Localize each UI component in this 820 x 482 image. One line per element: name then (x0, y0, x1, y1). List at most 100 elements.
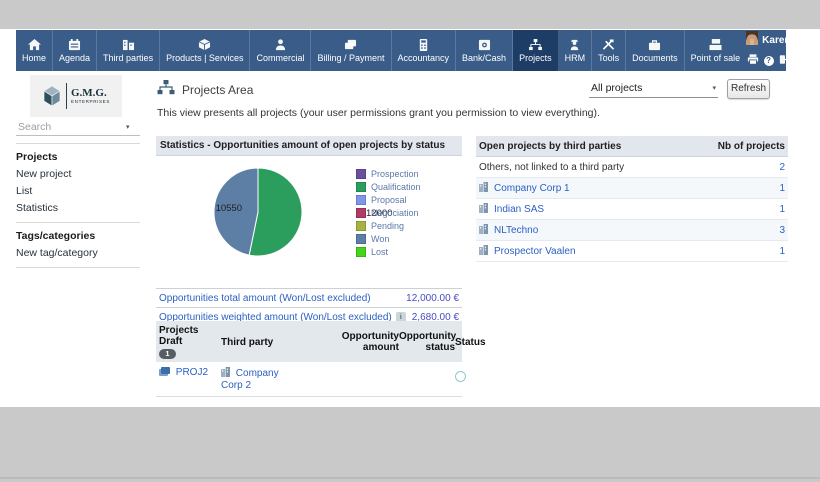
tab-label: Commercial (256, 52, 305, 63)
col-opportunity-amount: Opportunity amount (341, 331, 399, 353)
pie-slice-won[interactable] (213, 167, 259, 256)
chevron-down-icon: ▾ (712, 85, 716, 92)
intro-text: This view presents all projects (your us… (157, 107, 600, 119)
logo-divider (65, 83, 67, 109)
legend-swatch (356, 181, 366, 192)
company-logo: G.M.G. ENTERPRISES (30, 75, 122, 117)
logo-gem-icon (43, 85, 61, 107)
third-party-name: NLTechno (479, 223, 539, 237)
tab-hrm[interactable]: HRM (559, 30, 593, 71)
table-row: Company Corp 1 1 (476, 178, 788, 199)
org-chart-icon (528, 38, 543, 51)
col-status: Status (455, 336, 486, 348)
tab-third-parties[interactable]: Third parties (97, 30, 161, 71)
project-count-link[interactable]: 2 (779, 161, 785, 173)
legend-item-pending: Pending (356, 219, 421, 232)
person-icon (273, 38, 288, 51)
project-filter-value: All projects (591, 82, 643, 94)
sidebar-menu: Projects New project List Statistics Tag… (16, 138, 140, 273)
tab-accountancy[interactable]: Accountancy (392, 30, 457, 71)
third-party-link[interactable]: Indian SAS (494, 203, 545, 215)
search-caret-icon[interactable]: ▾ (126, 123, 130, 131)
project-count-link[interactable]: 1 (779, 203, 785, 215)
project-ref-cell: PROJ2 (159, 367, 221, 379)
logout-icon[interactable] (779, 52, 791, 70)
tab-agenda[interactable]: Agenda (53, 30, 98, 71)
legend-item-qualification: Qualification (356, 180, 421, 193)
col-third-party: Third party (221, 336, 274, 348)
total-amount-link[interactable]: Opportunities total amount (Won/Lost exc… (159, 292, 371, 304)
tab-commercial[interactable]: Commercial (250, 30, 312, 71)
search-input[interactable] (16, 119, 126, 134)
tab-label: Products | Services (166, 52, 244, 63)
draft-projects-table: Projects Draft 1 Third party Opportunity… (156, 321, 486, 397)
page-title: Projects Area (182, 83, 254, 97)
tab-point-of-sale[interactable]: Point of sale (685, 30, 747, 71)
sidebar-item-list[interactable]: List (16, 185, 33, 197)
logo-subtitle: ENTERPRISES (70, 98, 111, 104)
stats-panel-title: Statistics - Opportunities amount of ope… (156, 136, 462, 156)
stats-panel: Statistics - Opportunities amount of ope… (156, 136, 462, 327)
project-ref-link[interactable]: PROJ2 (175, 367, 209, 378)
legend-item-lost: Lost (356, 245, 421, 258)
table-row: Others, not linked to a third party 2 (476, 157, 788, 178)
tab-label: Home (22, 52, 47, 63)
sidebar-item-new-tag-category[interactable]: New tag/category (16, 247, 98, 259)
weighted-amount-link[interactable]: Opportunities weighted amount (Won/Lost … (156, 312, 406, 323)
table-row: PROJ2 Company Corp 2 (156, 362, 466, 397)
cube-icon (197, 38, 212, 51)
print-icon[interactable] (747, 52, 759, 70)
third-party-name: Prospector Vaalen (479, 244, 576, 258)
main-navbar: Home Agenda Third parties Products | Ser… (16, 30, 791, 71)
info-icon[interactable]: i (395, 312, 406, 322)
help-icon[interactable]: ? (763, 56, 774, 66)
avatar[interactable] (746, 31, 759, 50)
legend-swatch (356, 168, 366, 179)
cash-box-icon (477, 39, 492, 51)
pie-slice-qualification[interactable] (248, 167, 303, 257)
menu-divider (16, 267, 140, 268)
legend-swatch (356, 207, 366, 218)
tab-documents[interactable]: Documents (626, 30, 685, 71)
refresh-button[interactable]: Refresh (727, 79, 770, 99)
third-party-link[interactable]: NLTechno (494, 224, 539, 236)
user-name[interactable]: Karen (762, 35, 791, 46)
taskbar-divider (0, 477, 820, 479)
project-count-link[interactable]: 3 (779, 224, 785, 236)
pie-chart-svg (213, 167, 303, 257)
tab-label: Bank/Cash (462, 52, 507, 63)
open-projects-title: Open projects by third parties (479, 140, 622, 152)
opportunities-pie-chart: 10550 12000 Prospection Qualification Pr… (156, 156, 462, 288)
cash-register-icon (708, 38, 723, 51)
project-count-link[interactable]: 1 (779, 245, 785, 257)
legend-swatch (356, 194, 366, 205)
third-party-link[interactable]: Company Corp 2 (221, 368, 279, 391)
project-icon (159, 367, 170, 379)
third-party-link[interactable]: Company Corp 1 (494, 182, 570, 194)
tab-label: Projects (519, 52, 552, 63)
desktop-bottom-band (0, 407, 820, 482)
logo-title: G.M.G. (70, 86, 107, 99)
project-filter-select[interactable]: All projects ▾ (589, 79, 718, 98)
third-party-cell: Company Corp 2 (221, 367, 311, 391)
company-icon (479, 223, 488, 237)
tab-products-services[interactable]: Products | Services (160, 30, 251, 71)
tab-label: Billing / Payment (317, 52, 385, 63)
open-projects-header: Open projects by third parties Nb of pro… (476, 136, 788, 157)
tab-bank-cash[interactable]: Bank/Cash (456, 30, 514, 71)
third-party-link[interactable]: Prospector Vaalen (494, 245, 576, 257)
legend-item-proposal: Proposal (356, 193, 421, 206)
tab-home[interactable]: Home (16, 30, 54, 71)
third-party-name: Others, not linked to a third party (479, 161, 625, 173)
sidebar-item-statistics[interactable]: Statistics (16, 202, 59, 214)
pie-label-qualification: 12000 (366, 208, 393, 219)
tab-billing-payment[interactable]: Billing / Payment (311, 30, 392, 71)
desktop-top-band (0, 0, 820, 29)
tab-projects[interactable]: Projects (513, 30, 559, 71)
draft-table-header: Projects Draft 1 Third party Opportunity… (156, 321, 486, 362)
tab-tools[interactable]: Tools (592, 30, 627, 71)
legend-swatch (356, 220, 366, 231)
sidebar-item-new-project[interactable]: New project (16, 168, 72, 180)
project-count-link[interactable]: 1 (779, 182, 785, 194)
col-projects-draft: Projects Draft 1 (159, 325, 199, 359)
